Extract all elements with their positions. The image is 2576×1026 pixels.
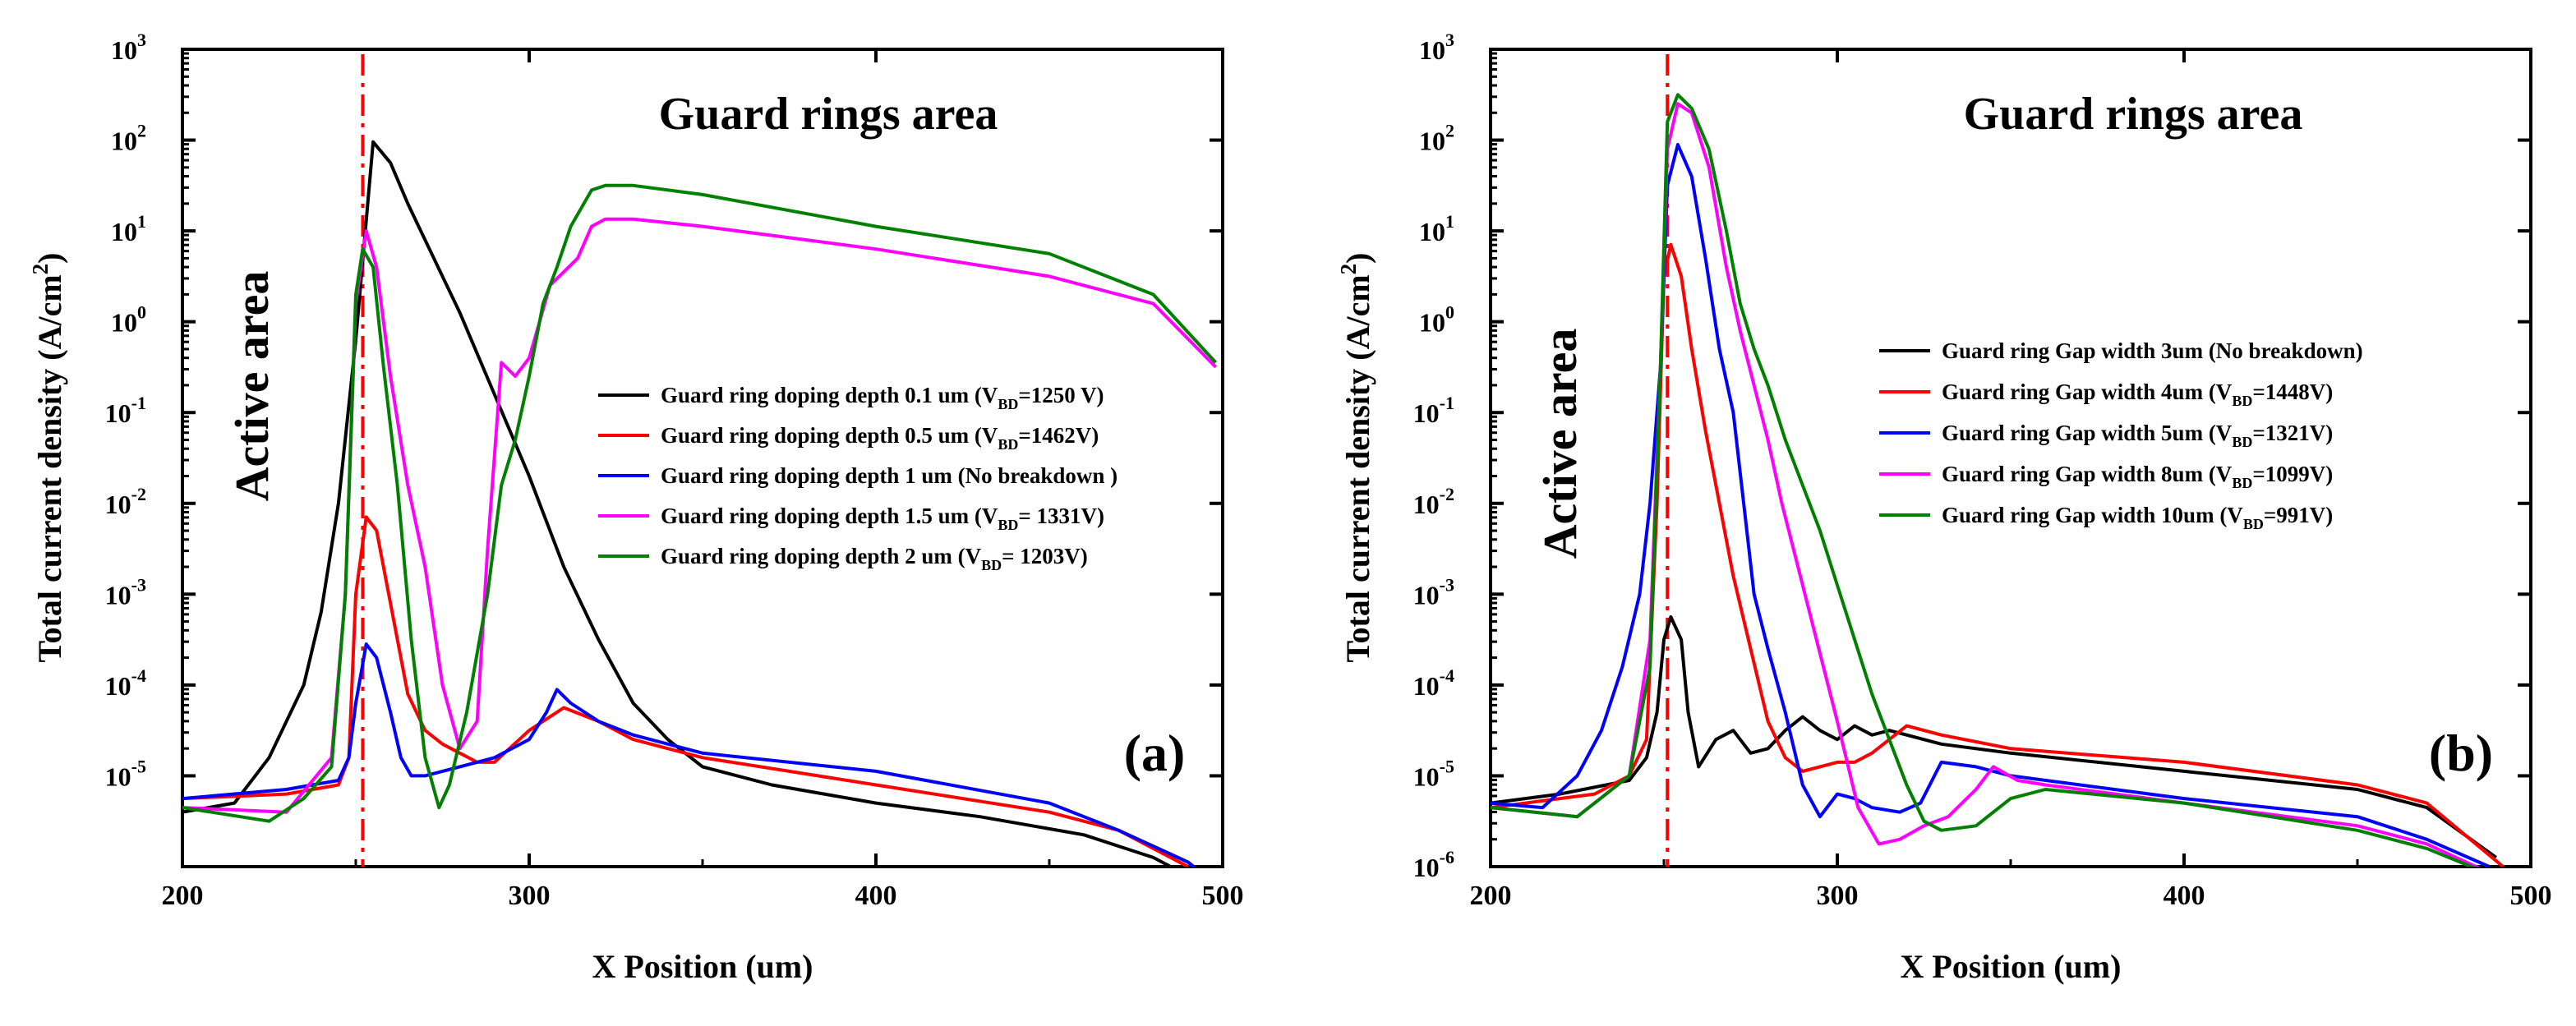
y-tick-label: 10-4 xyxy=(1413,665,1454,701)
series-line-5 xyxy=(1491,93,2476,867)
legend-label: Guard ring Gap width 8um (VBD=1099V) xyxy=(1942,462,2333,491)
legend-label: Guard ring doping depth 0.5 um (VBD=1462… xyxy=(661,423,1099,453)
y-tick-label: 10-3 xyxy=(105,574,146,610)
y-tick-label: 10-2 xyxy=(105,484,146,519)
y-tick-label: 10-3 xyxy=(1413,574,1454,610)
axis-ticks-a: 200 300 400 500 10-5 10-4 10-3 10-2 10-1 100 101 10… xyxy=(105,30,1244,911)
y-tick-label: 100 xyxy=(111,302,146,338)
legend-label: Guard ring doping depth 0.1 um (VBD=1250… xyxy=(661,383,1104,412)
x-tick-label: 400 xyxy=(855,881,897,911)
plot-frame-a xyxy=(181,48,1224,868)
y-tick-label: 102 xyxy=(111,121,146,156)
y-axis-title-b: Total current density (A/cm2) xyxy=(1336,252,1376,662)
y-tick-label: 100 xyxy=(1419,302,1454,338)
legend-label: Guard ring Gap width 10um (VBD=991V) xyxy=(1942,503,2333,532)
series-line-1 xyxy=(1491,615,2497,859)
panel-b: 200 300 400 500 10-6 10-5 10-4 10-3 10-2 10-1 100 1… xyxy=(1336,30,2552,985)
legend-label: Guard ring doping depth 1.5 um (VBD= 133… xyxy=(661,504,1104,533)
legend-item-2: Guard ring Gap width 4um (VBD=1448V) xyxy=(1879,380,2333,409)
legend-item-3: Guard ring Gap width 5um (VBD=1321V) xyxy=(1879,421,2333,450)
legend-label: Guard ring Gap width 5um (VBD=1321V) xyxy=(1942,421,2333,450)
x-axis-title-a: X Position (um) xyxy=(592,948,813,985)
y-tick-label: 10-1 xyxy=(1413,393,1454,428)
legend-item-1: Guard ring doping depth 0.1 um (VBD=1250… xyxy=(598,383,1104,412)
y-axis-title-a: Total current density (A/cm2) xyxy=(28,252,68,662)
legend-label: Guard ring doping depth 2 um (VBD= 1203V… xyxy=(661,544,1088,573)
y-tick-label: 102 xyxy=(1419,121,1454,156)
legend-b: Guard ring Gap width 3um (No breakdown) G… xyxy=(1879,338,2363,532)
panel-label-a: (a) xyxy=(1124,724,1186,782)
y-tick-label: 10-2 xyxy=(1413,484,1454,519)
panel-a: 200 300 400 500 10-5 10-4 10-3 10-2 10-1 100 101 10… xyxy=(28,30,1244,985)
panel-label-b: (b) xyxy=(2429,724,2493,782)
series-line-3 xyxy=(1491,143,2491,867)
active-area-label-a: Active area xyxy=(225,271,279,502)
legend-label: Guard ring doping depth 1 um (No breakdo… xyxy=(661,463,1117,488)
y-tick-label: 101 xyxy=(111,211,146,246)
y-tick-label: 10-5 xyxy=(1413,756,1454,791)
x-tick-label: 200 xyxy=(162,881,204,911)
legend-item-4: Guard ring Gap width 8um (VBD=1099V) xyxy=(1879,462,2333,491)
legend-item-1: Guard ring Gap width 3um (No breakdown) xyxy=(1879,338,2363,363)
y-tick-label: 10-5 xyxy=(105,756,146,791)
y-tick-label: 103 xyxy=(1419,30,1454,65)
active-area-label-b: Active area xyxy=(1533,329,1587,559)
x-tick-label: 400 xyxy=(2164,881,2205,911)
y-tick-label: 10-1 xyxy=(105,393,146,428)
legend-item-2: Guard ring doping depth 0.5 um (VBD=1462… xyxy=(598,423,1099,453)
x-tick-label: 500 xyxy=(2510,881,2552,911)
legend-item-5: Guard ring Gap width 10um (VBD=991V) xyxy=(1879,503,2333,532)
series-group-b xyxy=(1491,93,2505,867)
series-group-a xyxy=(182,140,1218,867)
x-axis-title-b: X Position (um) xyxy=(1901,948,2122,985)
x-tick-label: 300 xyxy=(1817,881,1859,911)
legend-item-3: Guard ring doping depth 1 um (No breakdo… xyxy=(598,463,1117,488)
y-tick-label: 103 xyxy=(111,30,146,65)
x-tick-label: 500 xyxy=(1202,881,1244,911)
y-tick-label: 10-6 xyxy=(1413,847,1454,882)
guard-rings-title-a: Guard rings area xyxy=(659,89,998,140)
legend-label: Guard ring Gap width 4um (VBD=1448V) xyxy=(1942,380,2333,409)
legend-label: Guard ring Gap width 3um (No breakdown) xyxy=(1942,338,2363,363)
series-line-2 xyxy=(182,515,1189,867)
x-tick-label: 300 xyxy=(509,881,551,911)
series-line-5 xyxy=(182,183,1218,823)
series-line-3 xyxy=(182,642,1197,867)
x-tick-label: 200 xyxy=(1470,881,1512,911)
y-tick-label: 101 xyxy=(1419,211,1454,246)
series-line-1 xyxy=(182,140,1174,867)
legend-item-5: Guard ring doping depth 2 um (VBD= 1203V… xyxy=(598,544,1088,573)
axis-ticks-b: 200 300 400 500 10-6 10-5 10-4 10-3 10-2 10-1 100 1… xyxy=(1413,30,2552,911)
guard-rings-title-b: Guard rings area xyxy=(1964,89,2303,140)
y-tick-label: 10-4 xyxy=(105,665,146,701)
plot-frame-b xyxy=(1489,48,2532,868)
legend-item-4: Guard ring doping depth 1.5 um (VBD= 133… xyxy=(598,504,1104,533)
legend-a: Guard ring doping depth 0.1 um (VBD=1250… xyxy=(598,383,1117,573)
